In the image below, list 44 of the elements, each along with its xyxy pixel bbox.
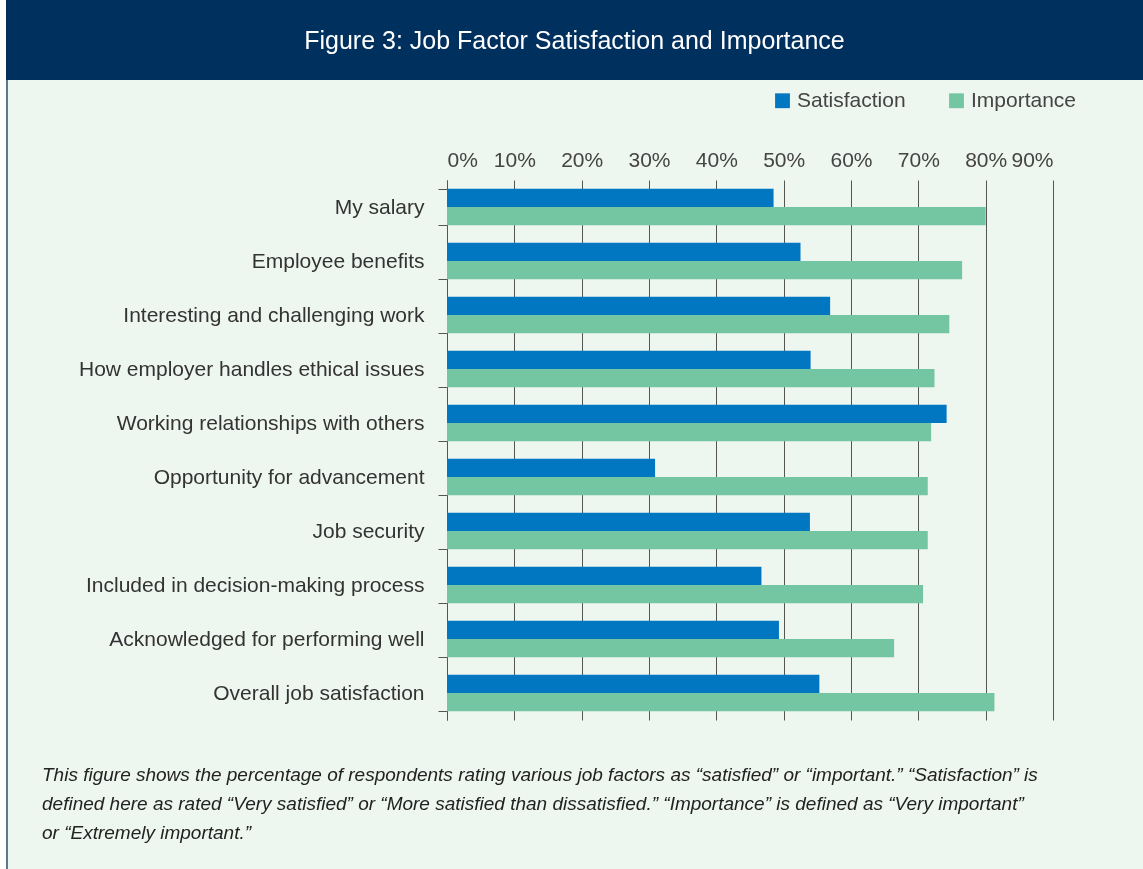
x-tick-label: 90% — [1011, 147, 1054, 171]
bar — [447, 423, 932, 442]
x-tick-label: 70% — [897, 147, 940, 171]
bar — [447, 477, 928, 496]
x-tick-label: 20% — [561, 147, 604, 171]
y-tick-label: Interesting and challenging work — [123, 302, 425, 326]
y-tick-label: Included in decision-making process — [85, 572, 425, 596]
y-tick-label: How employer handles ethical issues — [78, 356, 425, 380]
x-tick-label: 60% — [830, 147, 873, 171]
bar — [447, 674, 820, 693]
bar — [447, 369, 935, 388]
x-tick-label: 0% — [447, 147, 478, 171]
bar — [447, 188, 774, 207]
bar — [447, 566, 762, 585]
y-tick-label: Acknowledged for performing well — [109, 626, 425, 650]
x-tick-label: 30% — [628, 147, 671, 171]
bar — [447, 404, 947, 423]
y-tick-label: Job security — [312, 518, 425, 542]
bar — [447, 693, 995, 712]
bar — [447, 207, 986, 226]
text: This figure shows the percentage of respondents rating various job factors as “satisfied” or “important.” “Satisfaction” is defined here as rated “Very satisfied” or “More satisfied than dissatisfied.” “Importance” is defined as “Very important” or “Extremely important.” — [42, 763, 1039, 845]
x-tick-label: 50% — [763, 147, 806, 171]
legend-label: Satisfaction — [797, 87, 906, 111]
bar — [447, 531, 928, 550]
y-tick-label: Working relationships with others — [116, 410, 425, 434]
bar — [447, 458, 656, 477]
x-tick-label: 80% — [965, 147, 1008, 171]
y-tick-label: Employee benefits — [251, 248, 425, 272]
chart-title: Figure 3: Job Factor Satisfaction and Importance — [6, 0, 1143, 80]
bar — [447, 242, 801, 261]
bar — [447, 350, 811, 369]
y-tick-label: My salary — [334, 194, 425, 218]
x-tick-label: 40% — [695, 147, 738, 171]
bar — [447, 296, 831, 315]
bar — [447, 639, 895, 658]
legend-label: Importance — [971, 87, 1077, 111]
bar — [447, 315, 950, 334]
y-tick-label: Opportunity for advancement — [153, 464, 425, 488]
y-tick-label: Overall job satisfaction — [213, 680, 425, 704]
bar — [447, 585, 924, 604]
bar — [447, 512, 810, 531]
bar — [447, 620, 779, 639]
bar — [447, 261, 963, 280]
x-tick-label: 10% — [493, 147, 536, 171]
